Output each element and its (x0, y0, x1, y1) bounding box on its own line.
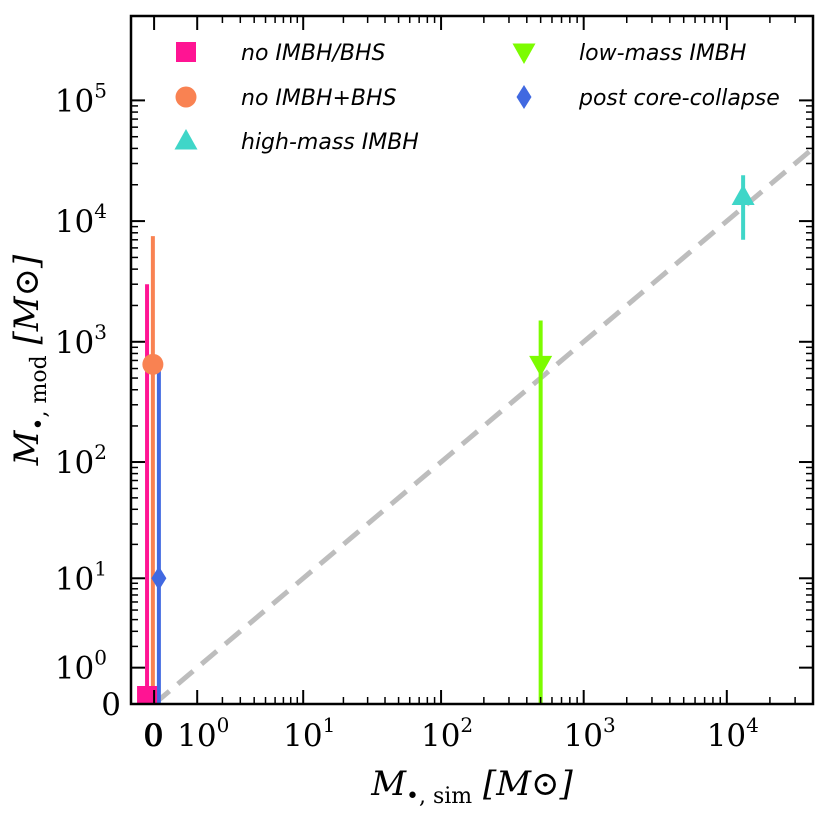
legend-item-post-core-collapse: post core-collapse (516, 85, 780, 111)
legend-label: low-mass IMBH (579, 41, 746, 66)
legend-marker (174, 129, 198, 150)
x-extra-tick-label: 0 (143, 718, 163, 754)
legend-item-low-mass-imbh: low-mass IMBH (512, 41, 746, 66)
x-tick-label: 100 (177, 713, 229, 754)
legend-item-no-imbh-bhs: no IMBH+BHS (175, 86, 397, 111)
x-tick-label: 104 (707, 713, 759, 754)
legend-marker (176, 42, 196, 62)
y-tick-label: 103 (55, 320, 107, 361)
marker-no-imbh-bhs (137, 686, 158, 704)
y-tick-label: 105 (55, 78, 107, 119)
legend-label: high-mass IMBH (241, 130, 419, 155)
y-tick-label: 100 (55, 646, 107, 687)
plot-frame (129, 14, 815, 706)
marker-low-mass-imbh (529, 355, 553, 377)
legend-marker (175, 86, 197, 108)
legend: no IMBH/BHS no IMBH+BHS high-mass IMBH low-… (174, 41, 780, 155)
plot-clip-group (137, 146, 813, 704)
y-tick-label: 102 (55, 440, 107, 481)
plot-area (137, 146, 813, 704)
legend-marker (512, 43, 536, 64)
x-tick-label: 102 (421, 713, 473, 754)
marker-post-core-collapse (151, 566, 167, 591)
y-tick-label: 0 (101, 687, 121, 723)
legend-marker (516, 85, 532, 109)
y-tick-label: 101 (55, 556, 107, 597)
axis-labels: M•, sim [M⊙] M•, mod [M⊙] (7, 254, 574, 809)
x-tick-label: 101 (283, 713, 335, 754)
legend-label: post core-collapse (578, 86, 780, 111)
x-tick-label: 103 (564, 713, 616, 754)
x-tick-label: 0 (144, 718, 164, 754)
legend-label: no IMBH/BHS (241, 41, 386, 66)
legend-label: no IMBH+BHS (241, 86, 397, 111)
one-to-one-line (152, 146, 813, 704)
legend-item-high-mass-imbh: high-mass IMBH (174, 129, 419, 155)
marker-no-imbh-bhs (142, 353, 164, 375)
marker-high-mass-imbh (731, 184, 755, 205)
y-axis-label: M•, mod [M⊙] (7, 254, 52, 466)
x-axis-label: M•, sim [M⊙] (370, 764, 573, 809)
legend-item-no-imbh-bhs: no IMBH/BHS (176, 41, 386, 66)
y-tick-label: 104 (55, 199, 107, 240)
